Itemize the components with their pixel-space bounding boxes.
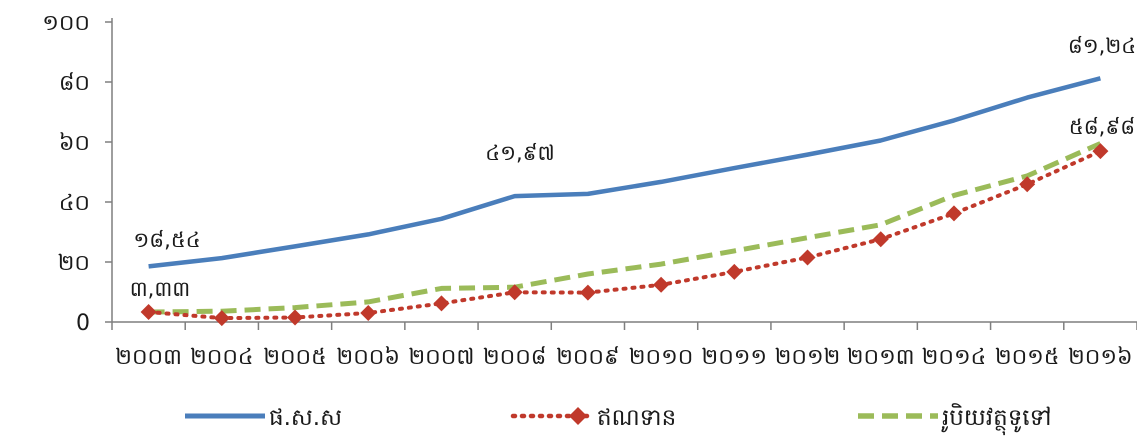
label-end-money: ៥៨,៩៨: [1069, 115, 1135, 139]
x-tick-label: ២០០៨: [483, 345, 546, 370]
data-point-marker: [433, 295, 450, 312]
legend-label-2: ឥណទាន: [597, 405, 676, 431]
x-tick-label: ២០១០: [629, 345, 693, 370]
series-line-3: [148, 141, 1102, 315]
data-point-marker: [1019, 176, 1036, 193]
series-lines: [140, 76, 1109, 327]
x-tick-label: ២០១២: [775, 345, 841, 370]
legend-label-1: ផ.ស.ស: [269, 405, 342, 431]
data-point-marker: [872, 231, 889, 248]
x-tick-label: ២០០៣: [115, 345, 182, 370]
data-point-marker: [945, 205, 962, 222]
data-point-marker: [287, 309, 304, 326]
legend: ផ.ស.ស ឥណទាន រូបិយវត្ថុទូទៅ: [185, 403, 1052, 436]
data-point-marker: [653, 276, 670, 293]
x-tick-label: ២០០៧: [409, 345, 475, 370]
x-tick-label: ២០០៥: [263, 345, 326, 370]
label-start-gdp: ១៨,៥៤: [133, 228, 200, 252]
legend-label-3: រូបិយវត្ថុទូទៅ: [941, 403, 1051, 436]
data-point-marker: [1092, 143, 1109, 160]
data-point-marker: [799, 249, 816, 266]
series-line-1: [148, 76, 1101, 269]
y-tick-label: ២០: [58, 251, 90, 276]
label-2008-gdp: ៤១,៩៧: [485, 141, 555, 165]
y-tick-label: ៦០: [59, 131, 90, 156]
x-tick-label: ២០០៩: [556, 345, 619, 370]
data-point-marker: [360, 305, 377, 321]
data-point-marker: [140, 304, 157, 321]
y-tick-label: ១០០: [42, 11, 90, 36]
x-tick-label: ២០១៣: [847, 345, 915, 370]
data-point-marker: [213, 310, 230, 327]
y-tick-label: ៤០: [59, 191, 90, 216]
series-line-2: [146, 149, 1103, 321]
x-tick-label: ២០១៥: [995, 345, 1059, 370]
x-tick-label: ២០១៤: [922, 345, 986, 370]
x-tick-label: ២០១១: [702, 345, 768, 370]
data-point-marker: [579, 284, 596, 301]
label-end-gdp: ៨១,២៤: [1068, 34, 1136, 58]
data-point-marker: [506, 284, 523, 301]
label-start-credit: ៣,៣៣: [130, 277, 191, 301]
x-tick-label: ២០១៦: [1068, 345, 1132, 370]
data-point-marker: [726, 263, 743, 280]
y-tick-label: ៨០: [59, 71, 90, 96]
y-tick-label: 0: [76, 311, 90, 336]
legend-marker: [569, 407, 587, 425]
x-tick-label: ២០០៤: [190, 345, 253, 370]
x-tick-label: ២០០៦: [337, 345, 400, 370]
